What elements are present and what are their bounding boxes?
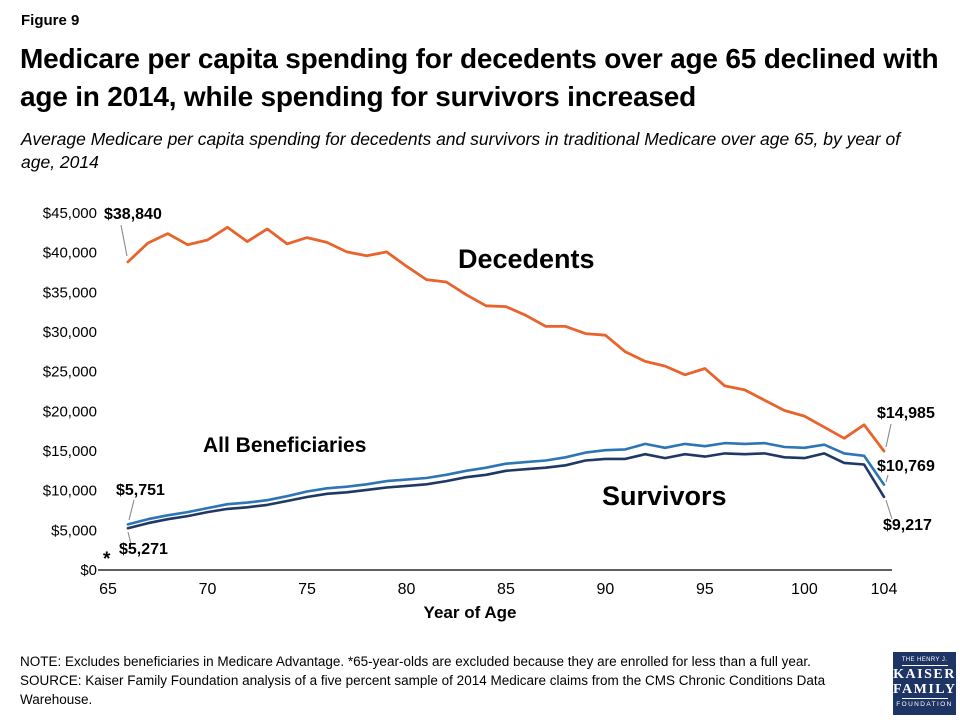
leader-line-end-survivors	[885, 499, 893, 520]
leader-line-start-decedents	[120, 224, 128, 257]
x-axis-tick-label: 95	[696, 581, 714, 598]
y-axis-tick-label: $30,000	[43, 324, 97, 341]
x-axis-title: Year of Age	[424, 603, 517, 622]
x-axis-tick-label: 100	[791, 581, 818, 598]
y-axis-tick-label: $40,000	[43, 245, 97, 262]
survivors-line	[126, 452, 886, 530]
x-axis-tick-label: 90	[597, 581, 615, 598]
kff-logo-line2: KAISER	[893, 667, 956, 682]
y-axis-tick-label: $15,000	[43, 443, 97, 460]
all-beneficiaries-line	[126, 441, 886, 526]
annotation-start-decedents: $38,840	[104, 206, 162, 223]
x-axis-tick-label: 104	[871, 581, 898, 598]
y-axis-tick-label: $0	[80, 562, 97, 579]
leader-line-end-all-beneficiaries	[885, 474, 889, 483]
x-axis-tick-label: 85	[497, 581, 515, 598]
y-axis-tick-label: $45,000	[43, 205, 97, 222]
kff-logo: THE HENRY J. KAISER FAMILY FOUNDATION	[893, 652, 956, 715]
y-axis-tick-label: $10,000	[43, 483, 97, 500]
note-source-block: NOTE: Excludes beneficiaries in Medicare…	[20, 652, 880, 709]
figure-number: Figure 9	[21, 12, 80, 29]
x-axis-tick-label: 65	[99, 581, 117, 598]
kff-logo-rule-top	[901, 665, 948, 666]
kff-logo-line4: FOUNDATION	[896, 701, 953, 708]
annotation-excluded-asterisk: *	[103, 549, 111, 570]
kff-logo-line1: THE HENRY J.	[901, 657, 948, 663]
annotation-end-decedents: $14,985	[877, 405, 935, 422]
leader-line-start-all-beneficiaries	[128, 499, 135, 521]
annotation-start-survivors: $5,271	[119, 541, 168, 558]
kff-logo-line3: FAMILY	[893, 682, 957, 697]
annotation-start-all-beneficiaries: $5,751	[116, 482, 165, 499]
leader-line-start-survivors	[127, 531, 132, 545]
chart-subtitle: Average Medicare per capita spending for…	[21, 129, 901, 172]
decedents-line	[126, 225, 886, 453]
x-axis-tick-label: 70	[199, 581, 217, 598]
y-axis-tick-label: $25,000	[43, 364, 97, 381]
survivors-series-label: Survivors	[602, 481, 727, 511]
y-axis-tick-label: $35,000	[43, 284, 97, 301]
source-text: SOURCE: Kaiser Family Foundation analysi…	[20, 673, 826, 708]
chart-title: Medicare per capita spending for deceden…	[20, 43, 939, 112]
x-axis-tick-label: 80	[398, 581, 416, 598]
line-chart: $0 $5,000 $10,000 $15,000 $20,000 $25,000 $30,…	[43, 205, 935, 622]
y-axis-tick-label: $20,000	[43, 403, 97, 420]
leader-line-end-decedents	[885, 423, 892, 448]
note-text: NOTE: Excludes beneficiaries in Medicare…	[20, 654, 811, 669]
annotation-end-survivors: $9,217	[883, 517, 932, 534]
annotation-end-all-beneficiaries: $10,769	[877, 458, 935, 475]
kff-logo-rule-bottom	[901, 698, 948, 699]
x-axis-tick-label: 75	[298, 581, 316, 598]
all-beneficiaries-series-label: All Beneficiaries	[203, 434, 366, 457]
y-axis-tick-label: $5,000	[51, 522, 97, 539]
decedents-series-label: Decedents	[458, 244, 595, 274]
